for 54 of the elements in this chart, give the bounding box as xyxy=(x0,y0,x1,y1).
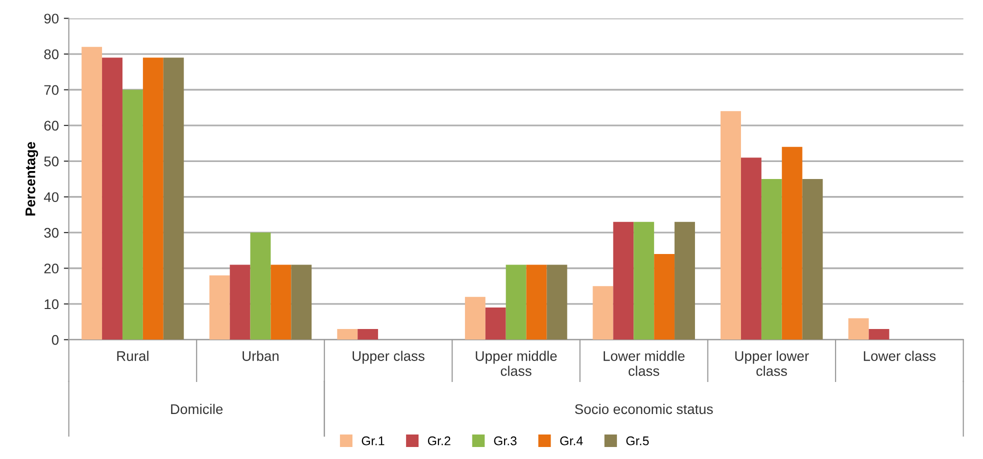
x-tick-label: Lower middle class xyxy=(604,350,685,376)
bar xyxy=(122,90,143,340)
legend-label: Gr.5 xyxy=(626,436,649,446)
y-tick-label: 50 xyxy=(44,156,59,166)
x-tick-label: Lower class xyxy=(864,350,936,361)
bar xyxy=(82,46,102,340)
bar xyxy=(506,264,526,340)
bar xyxy=(358,328,378,340)
x-tick-label: Upper lower class xyxy=(735,350,809,376)
bar xyxy=(674,222,695,340)
y-tick-label: 20 xyxy=(44,264,59,274)
text: Domicile xyxy=(171,404,223,414)
y-tick-label: 30 xyxy=(44,228,59,238)
text: Socio economic status xyxy=(575,404,713,414)
y-tick-label: 10 xyxy=(44,299,59,310)
bar xyxy=(782,146,802,340)
legend-label: Gr.3 xyxy=(494,436,517,446)
legend-label: Gr.1 xyxy=(362,436,384,446)
bar xyxy=(848,318,869,340)
y-tick-label: 0 xyxy=(52,334,59,345)
bar xyxy=(250,232,271,340)
x-tick-label: Urban xyxy=(242,350,279,361)
bar xyxy=(592,286,614,340)
bar xyxy=(546,264,568,340)
bar xyxy=(102,58,122,340)
bar xyxy=(291,264,312,340)
bar xyxy=(868,328,890,340)
bar xyxy=(761,179,782,340)
y-tick-label: 90 xyxy=(44,14,59,24)
y-tick-label: 60 xyxy=(44,120,59,131)
bar xyxy=(740,158,762,340)
bar xyxy=(464,296,486,340)
y-tick-label: 70 xyxy=(44,85,59,95)
bar xyxy=(485,308,506,340)
y-axis-title: Percentage xyxy=(26,142,38,216)
bar xyxy=(230,264,250,340)
legend-label: Gr.4 xyxy=(560,436,583,446)
legend-label: Gr.2 xyxy=(428,436,450,446)
bar xyxy=(270,264,292,340)
x-tick-label: Upper class xyxy=(352,350,424,364)
bar xyxy=(142,58,164,340)
bar xyxy=(720,111,741,340)
bar xyxy=(613,222,634,340)
y-tick-label: 80 xyxy=(44,49,59,60)
bar xyxy=(526,264,547,340)
x-tick-label: Upper middle class xyxy=(476,350,557,376)
bar xyxy=(802,179,823,340)
bar xyxy=(209,275,230,340)
bar xyxy=(634,222,654,340)
x-tick-label: Rural xyxy=(117,350,148,361)
bar xyxy=(337,328,358,340)
y-tick-label: 40 xyxy=(44,192,59,202)
bar xyxy=(163,58,184,340)
bar xyxy=(654,254,675,340)
